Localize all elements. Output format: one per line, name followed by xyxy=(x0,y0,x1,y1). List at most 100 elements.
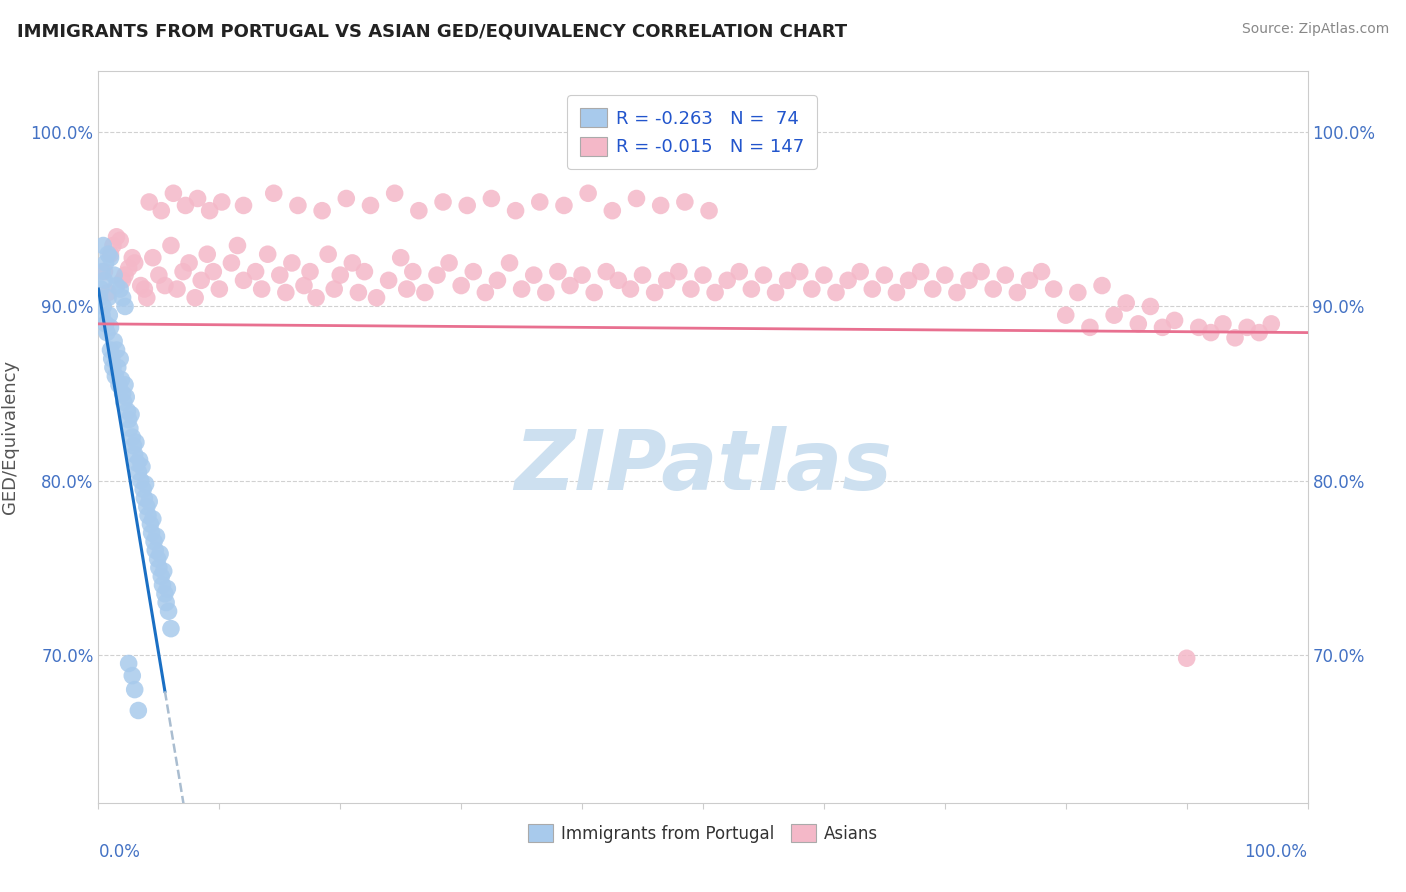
Point xyxy=(152,578,174,592)
Point xyxy=(510,282,533,296)
Point xyxy=(153,587,176,601)
Point xyxy=(281,256,304,270)
Point xyxy=(250,282,273,296)
Point xyxy=(97,291,120,305)
Point xyxy=(994,268,1017,282)
Point xyxy=(132,483,155,497)
Point xyxy=(138,494,160,508)
Point xyxy=(135,291,157,305)
Point xyxy=(93,265,115,279)
Point xyxy=(117,404,139,418)
Point xyxy=(89,291,111,305)
Point xyxy=(128,452,150,467)
Point xyxy=(263,186,285,201)
Point xyxy=(127,704,149,718)
Point xyxy=(232,198,254,212)
Y-axis label: GED/Equivalency: GED/Equivalency xyxy=(1,360,20,514)
Point xyxy=(208,282,231,296)
Point xyxy=(115,390,138,404)
Point xyxy=(704,285,727,300)
Point xyxy=(450,278,472,293)
Point xyxy=(765,285,787,300)
Point xyxy=(360,198,382,212)
Point xyxy=(111,273,134,287)
Point xyxy=(1249,326,1271,340)
Point xyxy=(143,543,166,558)
Point xyxy=(114,268,136,282)
Point xyxy=(120,408,142,422)
Point xyxy=(728,265,751,279)
Point xyxy=(91,265,114,279)
Point xyxy=(153,278,176,293)
Point xyxy=(558,278,581,293)
Point xyxy=(607,273,630,287)
Point xyxy=(162,186,184,201)
Point xyxy=(897,273,920,287)
Point xyxy=(103,268,125,282)
Point xyxy=(232,273,254,287)
Point xyxy=(100,320,122,334)
Point xyxy=(136,508,159,523)
Point xyxy=(256,247,278,261)
Point xyxy=(166,282,188,296)
Point xyxy=(1223,331,1246,345)
Point xyxy=(789,265,811,279)
Point xyxy=(655,273,678,287)
Point xyxy=(505,203,527,218)
Point xyxy=(1007,285,1029,300)
Point xyxy=(631,268,654,282)
Point xyxy=(626,192,648,206)
Point xyxy=(104,369,127,384)
Point xyxy=(463,265,485,279)
Point xyxy=(146,552,169,566)
Text: 100.0%: 100.0% xyxy=(1244,843,1308,861)
Point xyxy=(305,291,328,305)
Point xyxy=(108,377,131,392)
Point xyxy=(135,477,157,491)
Point xyxy=(486,273,509,287)
Point xyxy=(110,373,132,387)
Point xyxy=(619,282,641,296)
Point xyxy=(125,435,148,450)
Point xyxy=(150,203,173,218)
Point xyxy=(1054,308,1077,322)
Point xyxy=(155,595,177,609)
Point xyxy=(1102,308,1125,322)
Point xyxy=(91,238,114,252)
Point xyxy=(124,256,146,270)
Point xyxy=(101,238,124,252)
Point xyxy=(152,564,174,578)
Point xyxy=(100,351,122,366)
Point xyxy=(148,268,170,282)
Point xyxy=(134,282,156,296)
Point xyxy=(553,198,575,212)
Point xyxy=(156,582,179,596)
Point xyxy=(408,203,430,218)
Point xyxy=(1042,282,1064,296)
Point xyxy=(111,386,134,401)
Point xyxy=(118,412,141,426)
Point xyxy=(437,256,460,270)
Point xyxy=(1091,278,1114,293)
Point xyxy=(389,251,412,265)
Point xyxy=(274,285,297,300)
Point xyxy=(135,500,157,514)
Point xyxy=(121,668,143,682)
Point xyxy=(195,247,218,261)
Point xyxy=(179,256,201,270)
Point xyxy=(160,622,183,636)
Point xyxy=(547,265,569,279)
Point xyxy=(886,285,908,300)
Point xyxy=(150,569,173,583)
Point xyxy=(157,604,180,618)
Point xyxy=(329,268,352,282)
Point xyxy=(221,256,243,270)
Point xyxy=(122,439,145,453)
Point xyxy=(946,285,969,300)
Point xyxy=(105,229,128,244)
Point xyxy=(100,251,122,265)
Point xyxy=(697,203,720,218)
Point xyxy=(112,395,135,409)
Point xyxy=(323,282,346,296)
Point xyxy=(127,456,149,470)
